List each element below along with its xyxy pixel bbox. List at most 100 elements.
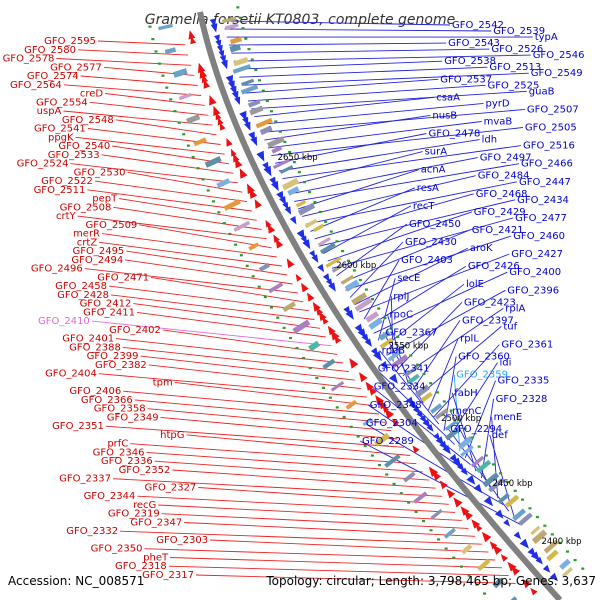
gene-label: GFO_2509 xyxy=(85,220,137,231)
gene-label: GFO_2294 xyxy=(450,424,502,435)
gene-label: pheT xyxy=(143,553,169,564)
gene-label: GFO_2466 xyxy=(521,159,573,170)
genome-backbone-arc xyxy=(197,11,563,600)
gene-label: GFO_2399 xyxy=(87,351,139,362)
gene-arrow-track xyxy=(188,18,558,596)
gene-label: GFO_2396 xyxy=(507,285,559,296)
gene-label: GFO_2388 xyxy=(69,342,121,353)
gene-label: GFO_2595 xyxy=(44,36,96,47)
position-tick-label: 2450 kbp xyxy=(493,479,533,489)
gene-label: GFO_2577 xyxy=(50,62,102,73)
gene-label: menE xyxy=(494,412,523,423)
position-tick-label: 2650 kbp xyxy=(278,153,318,163)
gene-label: GFO_2450 xyxy=(409,219,461,230)
gene-label: GFO_2516 xyxy=(523,141,575,152)
gene-label: typA xyxy=(535,32,558,43)
gene-label: GFO_2508 xyxy=(60,202,112,213)
gene-label: GFO_2366 xyxy=(81,395,133,406)
gene-label: guaB xyxy=(529,86,555,97)
gene-label: GFO_2580 xyxy=(24,45,76,56)
gene-label: GFO_2406 xyxy=(69,386,121,397)
gene-label: GFO_2494 xyxy=(71,255,123,266)
gene-label: secE xyxy=(397,273,420,284)
gene-label: GFO_2402 xyxy=(109,325,161,336)
gene-label: GFO_2458 xyxy=(55,281,107,292)
gene-label: GFO_2289 xyxy=(362,436,414,447)
gene-label: GFO_2524 xyxy=(17,159,69,170)
gene-label: GFO_2347 xyxy=(130,518,182,529)
gene-label: GFO_2332 xyxy=(66,526,118,537)
tick-ring xyxy=(148,6,585,595)
gene-label: GFO_2337 xyxy=(59,474,111,485)
gene-label: GFO_2543 xyxy=(448,38,500,49)
gene-label: fabH xyxy=(454,388,478,399)
gene-label: GFO_2334 xyxy=(374,382,426,393)
gene-label: nusB xyxy=(432,110,457,121)
gene-label: GFO_2537 xyxy=(440,74,492,85)
gene-label: ldh xyxy=(482,135,497,146)
gene-label: GFO_2507 xyxy=(527,104,579,115)
gene-label: GFO_2496 xyxy=(31,264,83,275)
cds-feature-track xyxy=(158,16,573,600)
position-tick-label: 2500 kbp xyxy=(441,414,481,424)
topology-label: Topology: circular; Length: 3,798,465 bp… xyxy=(265,574,596,588)
gene-label: GFO_2404 xyxy=(45,369,97,380)
gene-label: GFO_2401 xyxy=(62,334,114,345)
gene-label: GFO_2478 xyxy=(429,129,481,140)
gene-label: GFO_2318 xyxy=(115,561,167,572)
gene-label: crtY xyxy=(56,211,77,222)
gene-label: GFO_2352 xyxy=(119,465,171,476)
accession-label: Accession: NC_008571 xyxy=(8,574,144,588)
gene-label: GFO_2429 xyxy=(474,207,526,218)
gene-label: GFO_2554 xyxy=(36,97,88,108)
gene-label: GFO_2411 xyxy=(83,307,135,318)
gene-label: GFO_2549 xyxy=(531,68,583,79)
gene-label: GFO_2350 xyxy=(91,544,143,555)
gene-label: GFO_2447 xyxy=(519,177,571,188)
gene-label: GFO_2336 xyxy=(101,456,153,467)
gene-label: GFO_2358 xyxy=(94,404,146,415)
gene-label: GFO_2511 xyxy=(34,185,86,196)
gene-label: surA xyxy=(425,147,448,158)
gene-label: GFO_2522 xyxy=(41,176,93,187)
gene-label: GFO_2426 xyxy=(468,261,520,272)
gene-label: GFO_2423 xyxy=(464,297,516,308)
gene-label: GFO_2539 xyxy=(493,26,545,37)
gene-label: rplA xyxy=(505,303,525,314)
gene-label: GFO_2412 xyxy=(80,299,132,310)
gene-label: GFO_2471 xyxy=(97,272,149,283)
gene-label: GFO_2359 xyxy=(456,370,508,381)
gene-label: GFO_2341 xyxy=(378,364,430,375)
gene-label: merR xyxy=(73,229,100,240)
gene-label: GFO_2410 xyxy=(38,316,90,327)
gene-label: GFO_2328 xyxy=(496,394,548,405)
gene-label: GFO_2335 xyxy=(498,376,550,387)
gene-label: GFO_2546 xyxy=(533,50,585,61)
gene-label: GFO_2538 xyxy=(444,56,496,67)
gene-label: menC xyxy=(452,406,481,417)
gene-label: GFO_2360 xyxy=(458,352,510,363)
gene-label: rpoB xyxy=(382,346,406,357)
position-tick-label: 2600 kbp xyxy=(336,261,376,271)
gene-label: pyrD xyxy=(486,98,510,109)
gene-label: pepT xyxy=(92,194,118,205)
gene-label: resA xyxy=(417,183,439,194)
gene-label: GFO_2548 xyxy=(62,115,114,126)
gene-label: GFO_2574 xyxy=(27,71,79,82)
gene-label: GFO_2468 xyxy=(476,189,528,200)
gene-label: GFO_2317 xyxy=(142,570,194,581)
gene-label: GFO_2541 xyxy=(34,124,86,135)
gene-labels: GFO_2595GFO_2580GFO_2578GFO_2577GFO_2574… xyxy=(3,20,585,581)
gene-label: tuf xyxy=(503,321,517,332)
gene-label: GFO_2367 xyxy=(386,328,438,339)
gene-label: GFO_2382 xyxy=(95,360,147,371)
gene-label: idi xyxy=(500,358,512,369)
gene-label: rplJ xyxy=(393,291,409,302)
gene-label: GFO_2578 xyxy=(3,54,55,65)
gene-label: GFO_2397 xyxy=(462,315,514,326)
gene-label: uspA xyxy=(37,106,62,117)
genome-title: Gramella forsetii KT0803, complete genom… xyxy=(145,12,455,28)
gene-label: aroK xyxy=(470,243,493,254)
gene-label: GFO_2430 xyxy=(405,237,457,248)
gene-label: GFO_2427 xyxy=(511,249,563,260)
